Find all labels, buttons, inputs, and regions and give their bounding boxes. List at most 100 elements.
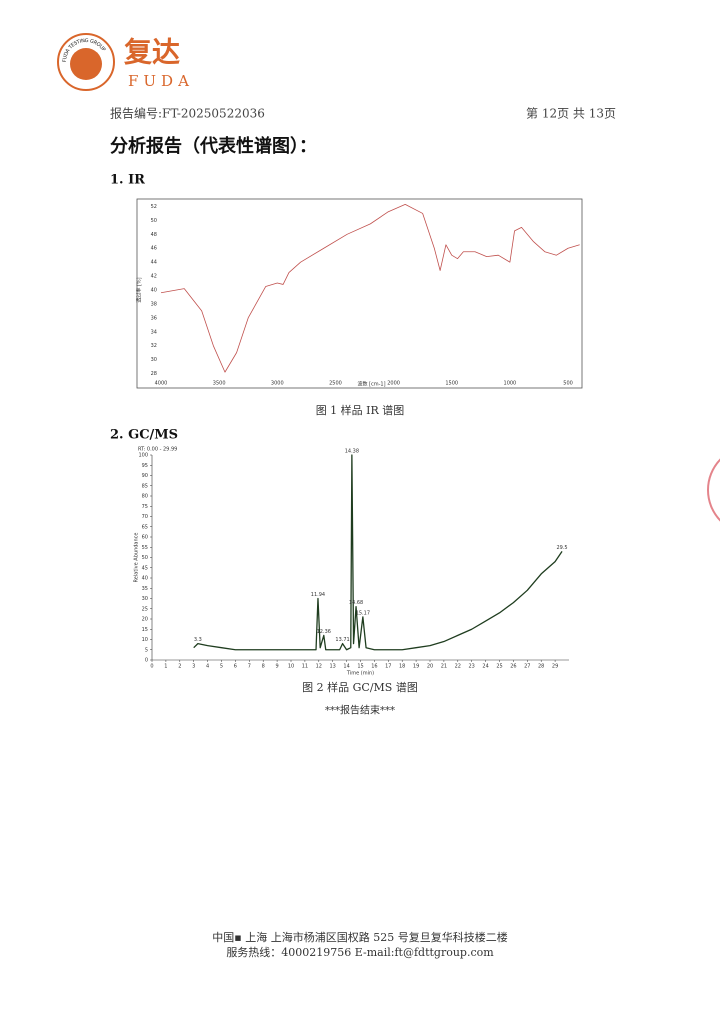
x-tick-label: 5 <box>220 664 223 670</box>
x-tick-label: 18 <box>399 664 405 670</box>
x-tick-label: 27 <box>524 664 530 670</box>
y-tick-label: 70 <box>142 514 148 520</box>
x-tick-label: 3 <box>192 664 195 670</box>
peak-label: 13.71 <box>335 637 349 643</box>
y-tick-label: 75 <box>142 504 148 510</box>
x-axis-label: 波数 [cm-1] <box>357 381 385 388</box>
x-tick-label: 23 <box>469 664 475 670</box>
y-tick-label: 44 <box>151 260 157 266</box>
y-tick-label: 34 <box>151 329 157 335</box>
logo-cn: 复达 <box>124 36 180 69</box>
x-tick-label: 20 <box>427 664 433 670</box>
x-tick-label: 24 <box>482 664 488 670</box>
figure-caption: 图 1 样品 IR 谱图 <box>316 403 405 417</box>
x-tick-label: 12 <box>316 664 322 670</box>
x-tick-label: 21 <box>441 664 447 670</box>
y-axis-label: 透过率 [%] <box>136 277 143 302</box>
x-tick-label: 500 <box>563 381 573 387</box>
x-tick-label: 2 <box>178 664 181 670</box>
x-tick-label: 19 <box>413 664 419 670</box>
logo-mark <box>70 48 102 80</box>
end-note: ***报告结束*** <box>325 704 395 717</box>
x-tick-label: 1500 <box>445 381 458 387</box>
peak-label: 3.3 <box>194 637 202 643</box>
x-tick-label: 25 <box>496 664 502 670</box>
range-note: RT: 0.00 - 29.99 <box>138 447 177 453</box>
page-number: 第 12页 共 13页 <box>526 107 616 121</box>
y-tick-label: 30 <box>142 596 148 602</box>
spectrum-line <box>193 454 563 651</box>
y-tick-label: 38 <box>151 301 157 307</box>
x-tick-label: 0 <box>150 664 153 670</box>
y-tick-label: 100 <box>138 453 148 459</box>
x-tick-label: 7 <box>248 664 251 670</box>
report-title: 分析报告（代表性谱图）： <box>110 135 317 157</box>
x-tick-label: 28 <box>538 664 544 670</box>
y-tick-label: 60 <box>142 535 148 541</box>
peak-label: 14.68 <box>349 600 363 606</box>
y-tick-label: 80 <box>142 494 148 500</box>
spectrum-line <box>160 203 580 373</box>
y-tick-label: 48 <box>151 232 157 238</box>
y-tick-label: 5 <box>145 647 148 653</box>
logo-ring <box>57 33 115 91</box>
y-tick-label: 35 <box>142 586 148 592</box>
y-tick-label: 30 <box>151 357 157 363</box>
section-heading: 1. IR <box>110 173 145 188</box>
y-tick-label: 36 <box>151 315 157 321</box>
x-tick-label: 15 <box>357 664 363 670</box>
y-tick-label: 55 <box>142 545 148 551</box>
y-tick-label: 52 <box>151 204 157 210</box>
x-tick-label: 2000 <box>387 381 400 387</box>
y-tick-label: 32 <box>151 343 157 349</box>
peak-label: 14.38 <box>345 449 359 455</box>
x-tick-label: 6 <box>234 664 237 670</box>
y-tick-label: 28 <box>151 371 157 377</box>
x-tick-label: 16 <box>371 664 377 670</box>
x-tick-label: 4000 <box>155 381 168 387</box>
x-tick-label: 8 <box>262 664 265 670</box>
x-tick-label: 17 <box>385 664 391 670</box>
x-tick-label: 14 <box>343 664 349 670</box>
x-tick-label: 2500 <box>329 381 342 387</box>
footer-contact: 服务热线：4000219756 E-mail:ft@fdttgroup.com <box>226 945 494 959</box>
y-tick-label: 40 <box>142 576 148 582</box>
y-tick-label: 46 <box>151 246 157 252</box>
y-tick-label: 90 <box>142 473 148 479</box>
x-tick-label: 9 <box>276 664 279 670</box>
x-tick-label: 26 <box>510 664 516 670</box>
figure-caption: 图 2 样品 GC/MS 谱图 <box>302 680 418 694</box>
y-tick-label: 95 <box>142 463 148 469</box>
x-tick-label: 3000 <box>271 381 284 387</box>
x-tick-label: 29 <box>552 664 558 670</box>
y-axis-label: Relative Abundance <box>134 533 140 583</box>
x-tick-label: 13 <box>330 664 336 670</box>
x-tick-label: 22 <box>455 664 461 670</box>
peak-label: 12.36 <box>317 629 331 635</box>
y-tick-label: 50 <box>142 555 148 561</box>
x-tick-label: 10 <box>288 664 294 670</box>
peak-label: 29.5 <box>556 545 567 551</box>
x-tick-label: 1000 <box>504 381 517 387</box>
y-tick-label: 0 <box>145 658 148 664</box>
stamp <box>707 458 720 522</box>
section-heading: 2. GC/MS <box>110 428 178 443</box>
y-tick-label: 50 <box>151 218 157 224</box>
y-tick-label: 20 <box>142 617 148 623</box>
report-number: 报告编号:FT-20250522036 <box>110 106 265 121</box>
x-tick-label: 4 <box>206 664 209 670</box>
y-tick-label: 45 <box>142 565 148 571</box>
y-tick-label: 25 <box>142 606 148 612</box>
y-tick-label: 10 <box>142 637 148 643</box>
x-tick-label: 1 <box>164 664 167 670</box>
footer-address: 中国▪ 上海 上海市杨浦区国权路 525 号复旦复华科技楼二楼 <box>212 930 507 944</box>
y-tick-label: 65 <box>142 524 148 530</box>
peak-label: 15.17 <box>356 610 370 616</box>
x-tick-label: 3500 <box>213 381 226 387</box>
chart-frame <box>136 198 583 389</box>
y-tick-label: 15 <box>142 627 148 633</box>
x-tick-label: 11 <box>302 664 308 670</box>
y-tick-label: 40 <box>151 288 157 294</box>
